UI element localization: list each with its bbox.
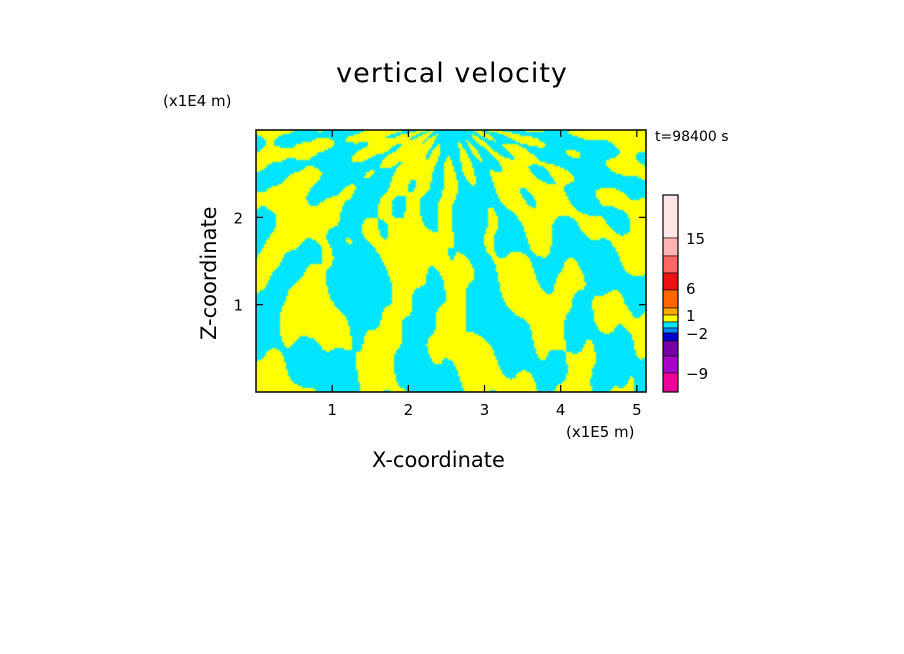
x-tick-label: 4 <box>556 401 566 419</box>
velocity-field <box>256 130 646 392</box>
colorbar-segment <box>662 332 679 342</box>
colorbar-segment <box>662 255 679 274</box>
colorbar-segment <box>662 355 679 374</box>
field-raster <box>256 130 646 392</box>
colorbar-frame <box>662 194 679 393</box>
axis-ticks: 1 2 3 4 5 1 2 <box>233 130 646 419</box>
plot-frame <box>255 129 647 393</box>
y-tick-label: 2 <box>233 209 243 227</box>
colorbar-segment <box>662 237 679 257</box>
x-tick-label: 1 <box>327 401 337 419</box>
x-tick-label: 3 <box>480 401 490 419</box>
colorbar-segment <box>662 340 679 357</box>
chart-title: vertical velocity <box>336 58 568 89</box>
time-label: t=98400 s <box>655 129 729 145</box>
x-unit-label: (x1E5 m) <box>566 423 635 441</box>
colorbar-label: 15 <box>686 230 705 248</box>
colorbar-segment <box>662 321 679 329</box>
y-tick-label: 1 <box>233 297 243 315</box>
colorbar-segment <box>662 272 679 291</box>
colorbar-segment <box>662 372 679 393</box>
x-axis-label: X-coordinate <box>372 448 505 472</box>
colorbar-label: 1 <box>686 307 696 325</box>
colorbar-segment <box>662 327 679 334</box>
z-unit-label: (x1E4 m) <box>163 92 232 110</box>
colorbar-label: −9 <box>686 365 708 383</box>
colorbar-segment <box>662 194 679 239</box>
colorbar-label: −2 <box>686 325 708 343</box>
colorbar-segment <box>662 307 679 316</box>
x-tick-label: 2 <box>404 401 414 419</box>
colorbar: 15 6 1−2 −9 <box>662 194 708 393</box>
x-tick-label: 5 <box>632 401 642 419</box>
colorbar-segment <box>662 289 679 309</box>
colorbar-segment <box>662 314 679 323</box>
colorbar-label: 6 <box>686 280 696 298</box>
